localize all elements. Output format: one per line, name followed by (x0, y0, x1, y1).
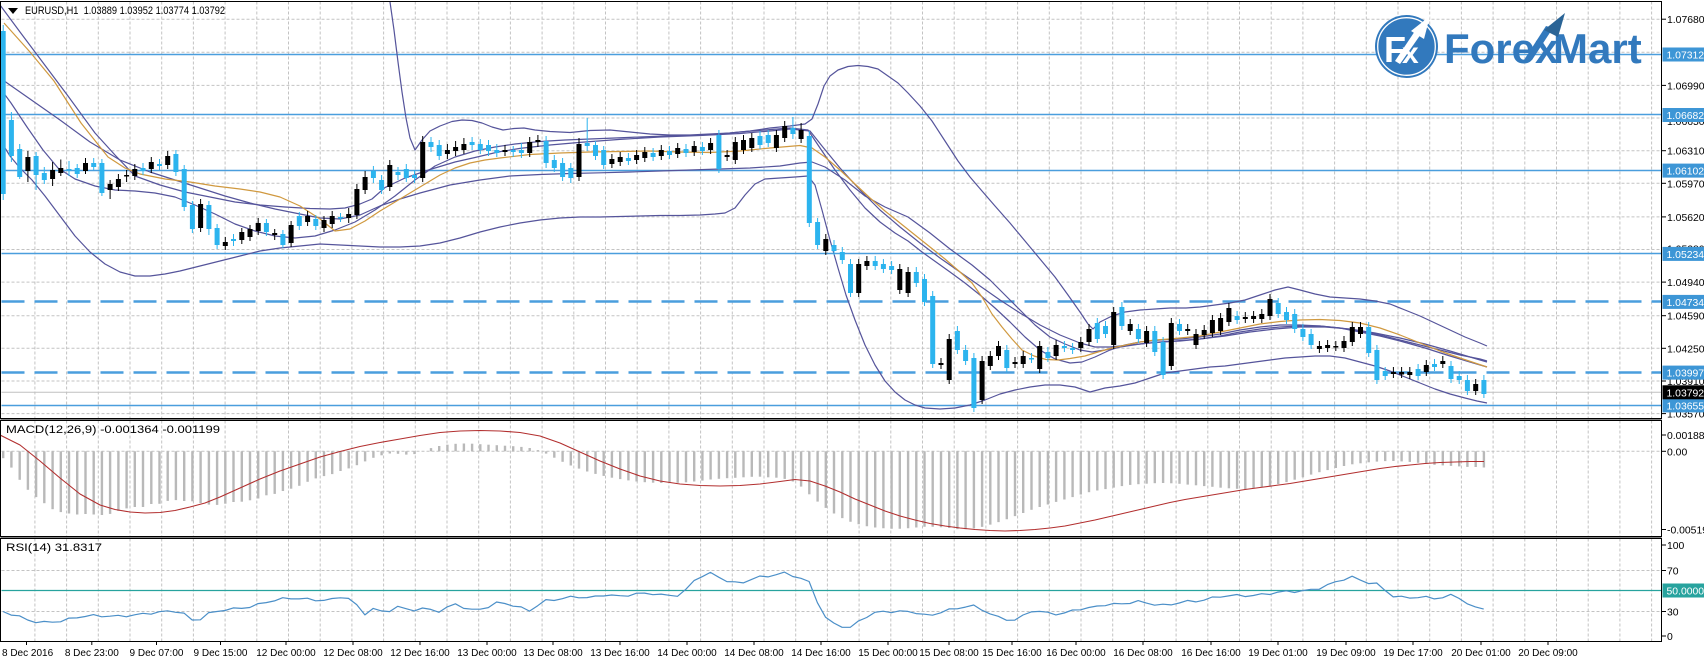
svg-text:20 Dec 01:00: 20 Dec 01:00 (1451, 648, 1511, 659)
svg-text:1.05234: 1.05234 (1667, 250, 1704, 261)
svg-text:1.04250: 1.04250 (1667, 344, 1704, 355)
svg-text:8 Dec 2016: 8 Dec 2016 (2, 648, 54, 659)
svg-text:13 Dec 08:00: 13 Dec 08:00 (523, 648, 583, 659)
svg-text:9 Dec 15:00: 9 Dec 15:00 (194, 648, 248, 659)
svg-text:19 Dec 01:00: 19 Dec 01:00 (1248, 648, 1308, 659)
svg-text:16 Dec 08:00: 16 Dec 08:00 (1113, 648, 1173, 659)
svg-text:0.001882: 0.001882 (1667, 431, 1704, 442)
svg-text:-0.005193: -0.005193 (1667, 526, 1704, 537)
svg-text:1.03997: 1.03997 (1667, 369, 1704, 380)
svg-text:100: 100 (1667, 541, 1685, 552)
svg-text:12 Dec 08:00: 12 Dec 08:00 (323, 648, 383, 659)
svg-text:70: 70 (1667, 567, 1679, 578)
svg-text:1.06310: 1.06310 (1667, 147, 1704, 158)
svg-text:1.04940: 1.04940 (1667, 278, 1704, 289)
svg-text:1.06650: 1.06650 (1667, 117, 1704, 128)
svg-text:1.06990: 1.06990 (1667, 81, 1704, 92)
svg-text:1.06102: 1.06102 (1667, 167, 1704, 178)
svg-text:1.04590: 1.04590 (1667, 312, 1704, 323)
svg-text:1.03655: 1.03655 (1667, 401, 1704, 412)
svg-text:50.0000: 50.0000 (1667, 587, 1704, 598)
svg-text:14 Dec 08:00: 14 Dec 08:00 (724, 648, 784, 659)
svg-text:1.05620: 1.05620 (1667, 213, 1704, 224)
svg-text:0: 0 (1667, 632, 1673, 643)
svg-text:13 Dec 00:00: 13 Dec 00:00 (457, 648, 517, 659)
svg-text:16 Dec 16:00: 16 Dec 16:00 (1181, 648, 1241, 659)
svg-text:19 Dec 17:00: 19 Dec 17:00 (1383, 648, 1443, 659)
svg-text:30: 30 (1667, 608, 1679, 619)
svg-text:1.07680: 1.07680 (1667, 15, 1704, 26)
svg-text:Mart: Mart (1553, 25, 1642, 72)
svg-text:15 Dec 00:00: 15 Dec 00:00 (858, 648, 918, 659)
svg-text:12 Dec 16:00: 12 Dec 16:00 (390, 648, 450, 659)
svg-text:19 Dec 09:00: 19 Dec 09:00 (1316, 648, 1376, 659)
svg-text:1.05970: 1.05970 (1667, 179, 1704, 190)
svg-text:1.06682: 1.06682 (1667, 111, 1704, 122)
svg-text:MACD(12,26,9) -0.001364 -0.001: MACD(12,26,9) -0.001364 -0.001199 (6, 424, 220, 436)
svg-text:20 Dec 09:00: 20 Dec 09:00 (1518, 648, 1578, 659)
svg-text:15 Dec 16:00: 15 Dec 16:00 (982, 648, 1042, 659)
svg-text:0.00: 0.00 (1667, 447, 1687, 458)
svg-text:8 Dec 23:00: 8 Dec 23:00 (65, 648, 119, 659)
svg-text:1.03792: 1.03792 (1667, 388, 1704, 399)
svg-text:15 Dec 08:00: 15 Dec 08:00 (919, 648, 979, 659)
svg-text:1.03570: 1.03570 (1667, 410, 1704, 421)
svg-text:1.03910: 1.03910 (1667, 377, 1704, 388)
svg-text:1.07312: 1.07312 (1667, 51, 1704, 62)
svg-text:Forex: Forex (1444, 25, 1559, 72)
svg-text:EURUSD,H1 1.03889 1.03952 1.0: EURUSD,H1 1.03889 1.03952 1.03774 1.0379… (25, 5, 225, 17)
svg-text:13 Dec 16:00: 13 Dec 16:00 (590, 648, 650, 659)
svg-text:16 Dec 00:00: 16 Dec 00:00 (1046, 648, 1106, 659)
svg-text:12 Dec 00:00: 12 Dec 00:00 (256, 648, 316, 659)
svg-text:9 Dec 07:00: 9 Dec 07:00 (130, 648, 184, 659)
svg-text:RSI(14) 31.8317: RSI(14) 31.8317 (6, 542, 102, 554)
svg-text:1.04734: 1.04734 (1667, 298, 1704, 309)
svg-text:14 Dec 00:00: 14 Dec 00:00 (657, 648, 717, 659)
svg-text:14 Dec 16:00: 14 Dec 16:00 (791, 648, 851, 659)
